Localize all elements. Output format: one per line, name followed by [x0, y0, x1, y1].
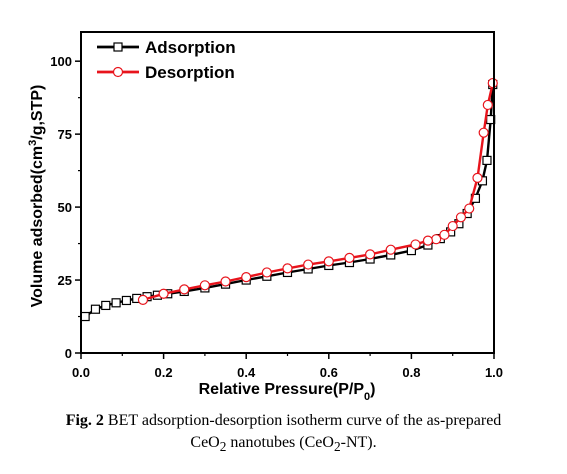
x-tick-label: 0.0 — [72, 365, 90, 380]
caption-text-1: BET adsorption-desorption isotherm curve… — [107, 412, 502, 429]
caption-line-2: CeO2 nanotubes (CeO2-NT). — [190, 434, 377, 455]
desorption-point — [447, 220, 458, 232]
series-layer — [80, 77, 498, 322]
y-tick-label: 0 — [65, 346, 72, 361]
desorption-point — [385, 244, 396, 255]
series-desorption — [137, 77, 498, 305]
desorption-point — [344, 252, 355, 263]
figure-caption: Fig. 2 BET adsorption-desorption isother… — [0, 410, 567, 458]
x-axis-label: Relative Pressure(P/P0) — [199, 381, 376, 403]
desorption-point — [478, 127, 489, 138]
ticks-layer: 0.0 0.2 0.4 0.6 0.8 1.0 0 25 50 75 100 — [50, 54, 503, 380]
desorption-point — [472, 172, 483, 184]
desorption-point — [410, 239, 421, 250]
legend-swatch-marker — [112, 66, 124, 78]
desorption-point — [241, 272, 252, 283]
desorption-point — [137, 294, 149, 305]
legend-label: Desorption — [145, 63, 235, 82]
desorption-point — [282, 263, 293, 274]
adsorption-point — [482, 155, 492, 165]
desorption-point — [179, 284, 190, 295]
desorption-point — [158, 288, 169, 299]
desorption-point — [323, 256, 334, 267]
legend: Adsorption Desorption — [97, 38, 236, 82]
desorption-point — [482, 99, 493, 111]
x-tick-label: 1.0 — [485, 365, 503, 380]
series-adsorption — [80, 79, 498, 322]
desorption-point — [487, 77, 498, 89]
desorption-point — [439, 229, 450, 240]
adsorption-point — [101, 300, 111, 311]
desorption-point — [199, 280, 210, 291]
desorption-point — [431, 234, 442, 245]
x-tick-label: 0.4 — [237, 365, 256, 380]
y-tick-label: 75 — [58, 127, 72, 142]
y-tick-label: 100 — [50, 54, 72, 69]
adsorption-point — [80, 311, 90, 322]
y-tick-label: 25 — [58, 273, 72, 288]
x-tick-label: 0.2 — [155, 365, 173, 380]
x-tick-label: 0.8 — [402, 365, 420, 380]
desorption-point — [422, 235, 434, 246]
desorption-point — [303, 259, 314, 270]
y-tick-label: 50 — [58, 200, 72, 215]
desorption-point — [455, 212, 467, 223]
adsorption-point — [121, 295, 132, 306]
isotherm-chart: 0.0 0.2 0.4 0.6 0.8 1.0 0 25 50 75 100 Relative Pr… — [27, 31, 503, 403]
legend-item-desorption: Desorption — [97, 63, 235, 82]
legend-swatch-marker — [113, 42, 123, 52]
caption-line-1: Fig. 2 BET adsorption-desorption isother… — [0, 410, 567, 432]
legend-label: Adsorption — [145, 38, 236, 57]
desorption-point — [220, 276, 231, 287]
adsorption-point — [111, 298, 121, 308]
legend-item-adsorption: Adsorption — [97, 38, 236, 57]
desorption-point — [365, 249, 376, 260]
y-axis-label: Volume adsorbed(cm3/g,STP) — [27, 85, 46, 308]
desorption-point — [464, 203, 475, 214]
desorption-point — [261, 267, 272, 278]
adsorption-line — [84, 84, 494, 318]
adsorption-point — [90, 304, 101, 314]
caption-figure-label: Fig. 2 — [65, 412, 104, 429]
x-tick-label: 0.6 — [320, 365, 338, 380]
